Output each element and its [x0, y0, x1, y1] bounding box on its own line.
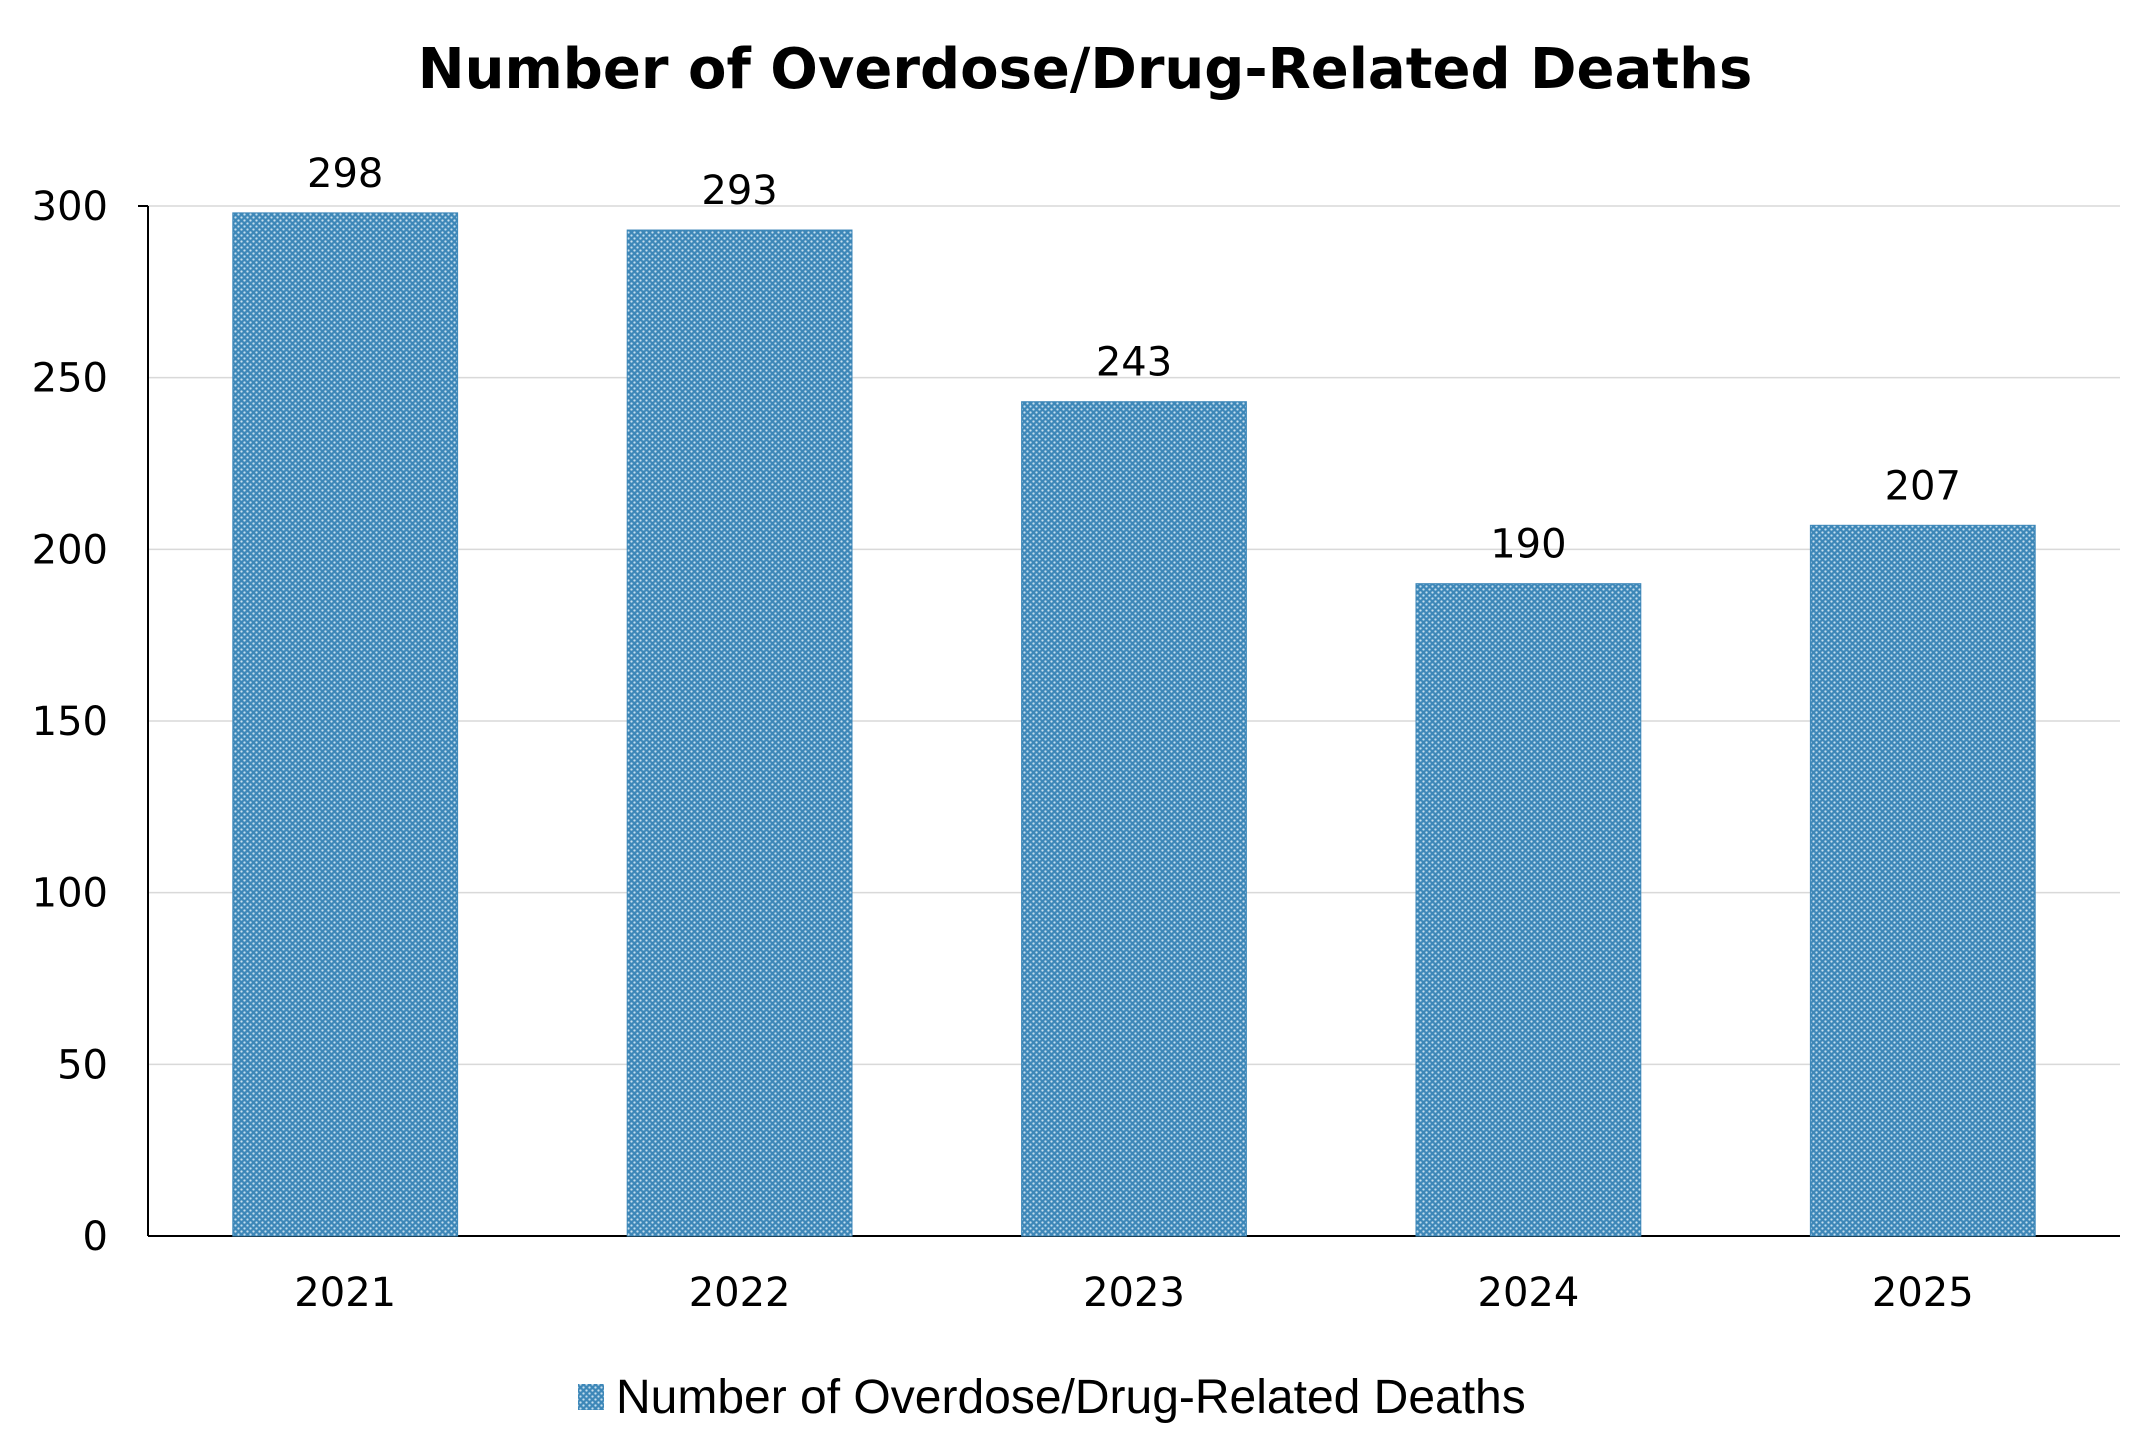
x-tick-label-2021: 2021 [294, 1270, 396, 1316]
data-label-2023: 243 [1096, 340, 1172, 386]
data-label-2025: 207 [1885, 463, 1961, 509]
x-tick-label-2025: 2025 [1872, 1270, 1974, 1316]
data-labels: 298 293 243 190 207 [307, 151, 1961, 568]
legend-label: Number of Overdose/Drug-Related Deaths [616, 1371, 1526, 1424]
y-tick-label: 200 [32, 527, 108, 573]
x-tick-label-2023: 2023 [1083, 1270, 1185, 1316]
legend-swatch [578, 1384, 604, 1410]
x-tick-label-2022: 2022 [689, 1270, 791, 1316]
y-tick-label: 50 [57, 1042, 108, 1088]
x-tick-labels: 2021 2022 2023 2024 2025 [294, 1270, 1973, 1316]
y-tick-label: 300 [32, 184, 108, 230]
bar-2023 [1021, 401, 1247, 1237]
data-label-2021: 298 [307, 151, 383, 197]
data-label-2024: 190 [1490, 522, 1566, 568]
bar-2022 [626, 229, 853, 1237]
bar-2021 [232, 212, 459, 1237]
legend: Number of Overdose/Drug-Related Deaths [578, 1371, 1526, 1424]
bar-2025 [1809, 524, 2036, 1237]
y-tick-label: 250 [32, 356, 108, 402]
y-tick-label: 100 [32, 871, 108, 917]
y-tick-labels: 0 50 100 150 200 250 300 [32, 184, 108, 1260]
bar-2024 [1415, 583, 1642, 1237]
data-label-2022: 293 [701, 168, 777, 214]
bars [232, 212, 2036, 1237]
y-tick-label: 150 [32, 699, 108, 745]
chart-title: Number of Overdose/Drug-Related Deaths [418, 37, 1753, 102]
x-tick-label-2024: 2024 [1478, 1270, 1580, 1316]
y-tick-label: 0 [83, 1214, 108, 1260]
